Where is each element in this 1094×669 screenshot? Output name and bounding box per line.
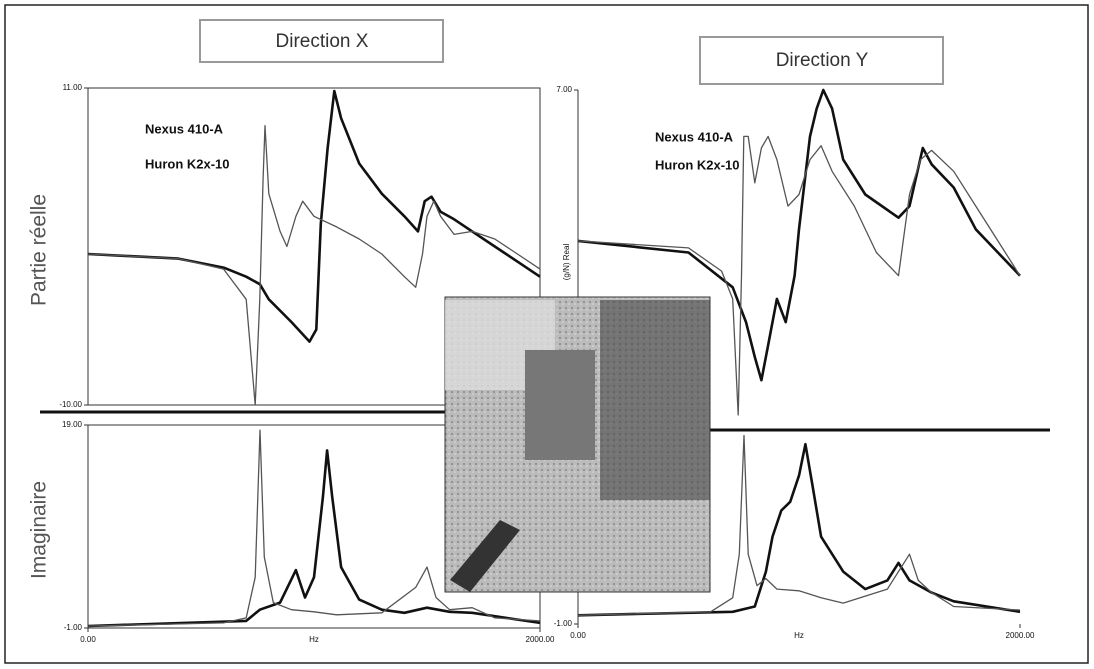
y-tick-label: -1.00	[64, 623, 83, 632]
x-tick-label: 0.00	[80, 635, 96, 644]
chart-title: Direction Y	[776, 50, 869, 71]
y-axis-label: Imaginaire	[28, 481, 51, 579]
x-tick-label: 2000.00	[1006, 631, 1035, 640]
legend-label: Huron K2x-10	[145, 156, 230, 171]
y-tick-label: 11.00	[63, 83, 83, 92]
chart-title: Direction X	[276, 31, 369, 52]
line-series	[577, 88, 1021, 382]
photo	[444, 296, 711, 593]
legend-label: Huron K2x-10	[655, 157, 740, 172]
figure-border	[4, 4, 1089, 664]
photo-part	[600, 300, 710, 500]
line-series	[577, 442, 1021, 617]
line-series	[577, 135, 1021, 416]
y-tick-label: -1.00	[554, 619, 573, 628]
x-axis-label: Hz	[794, 631, 804, 640]
y-tick-label: -10.00	[59, 400, 82, 409]
title-box	[199, 19, 444, 63]
line-series	[87, 429, 541, 627]
photo-part	[450, 520, 520, 592]
x-tick-label: 0.00	[570, 631, 586, 640]
photo-part	[525, 350, 595, 460]
x-tick-label: 2000.00	[526, 635, 555, 644]
legend-label: Nexus 410-A	[145, 121, 224, 136]
legend-label: Nexus 410-A	[655, 129, 734, 144]
y-tick-label: 19.00	[62, 420, 83, 429]
line-series	[87, 125, 541, 406]
plot-frame	[87, 87, 541, 406]
y-axis-label: (g/N) Real	[562, 244, 571, 281]
y-tick-label: 7.00	[556, 85, 572, 94]
title-box	[699, 36, 944, 85]
line-series	[577, 434, 1021, 616]
plots: Direction X Partie réelle 11.00 -10.00 Nexus…	[28, 31, 1035, 644]
y-axis-label: Partie réelle	[28, 194, 51, 306]
x-axis-label: Hz	[309, 635, 319, 644]
